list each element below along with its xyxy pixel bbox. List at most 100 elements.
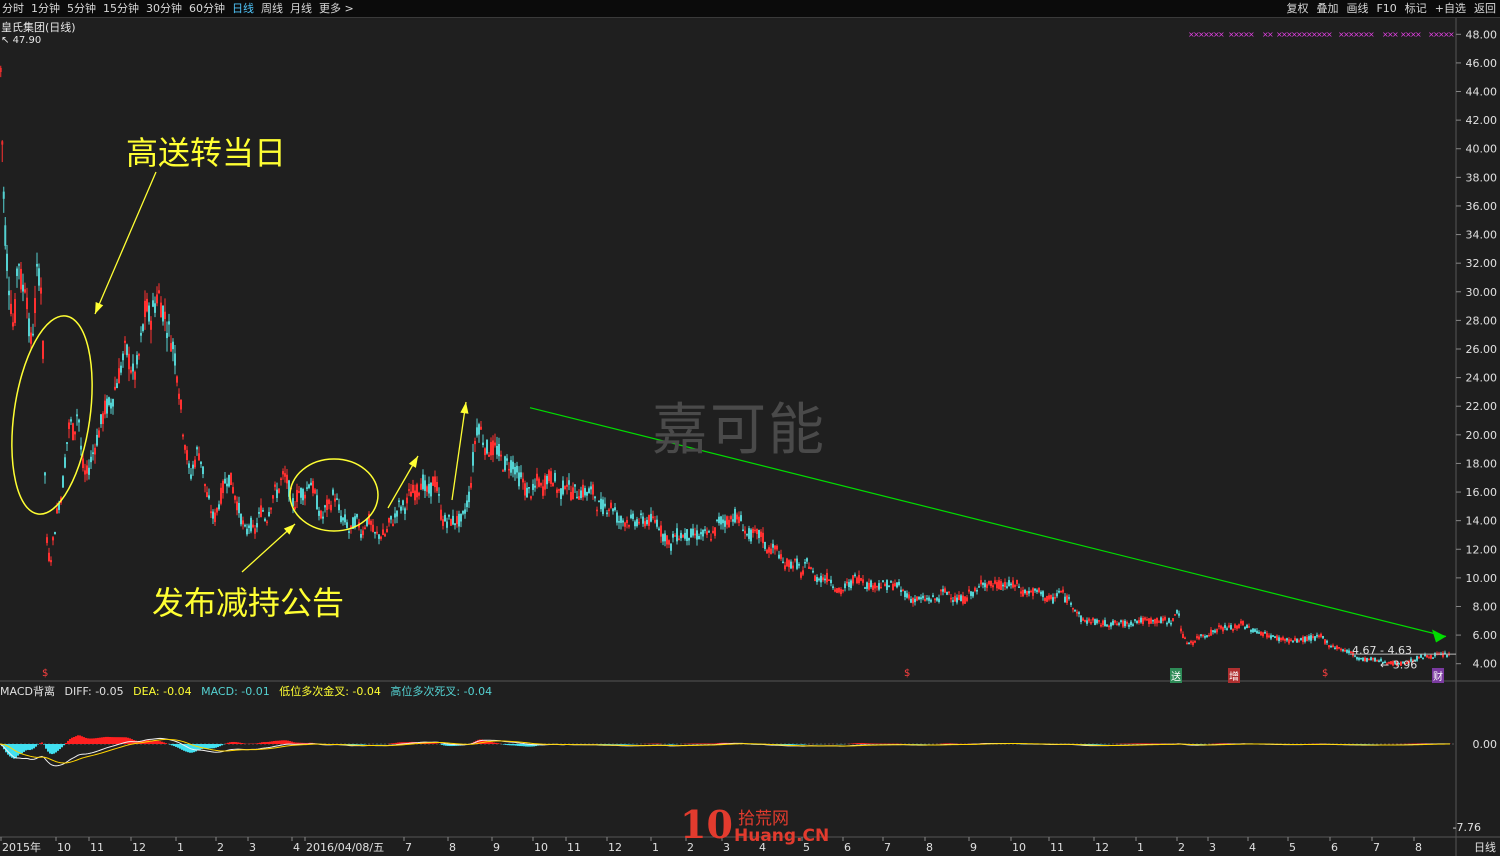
tab-15min[interactable]: 15分钟 (103, 2, 139, 15)
candle-down (1106, 624, 1109, 627)
candle-down (663, 533, 666, 542)
tab-daily[interactable]: 日线 (232, 2, 254, 15)
fuquan-button[interactable]: 复权 (1286, 2, 1309, 15)
candle-up (1368, 658, 1371, 661)
candle-down (120, 365, 123, 373)
candle-down (505, 458, 508, 461)
candle-down (715, 519, 718, 522)
candle-down (1270, 635, 1273, 639)
candle-down (683, 532, 686, 539)
candle-up (1280, 637, 1283, 641)
add-watchlist-button[interactable]: +自选 (1434, 2, 1466, 15)
tab-more[interactable]: 更多 > (319, 2, 354, 15)
candle-down (196, 447, 199, 450)
candle-down (1416, 656, 1419, 661)
x-tick-label: 3 (249, 841, 256, 854)
candle-up (821, 577, 824, 581)
candle-down (21, 284, 24, 292)
candle-down (1296, 638, 1299, 643)
candle-up (269, 507, 272, 510)
badge-cai[interactable]: 财 (1432, 668, 1444, 683)
candle-up (1218, 625, 1221, 627)
candle-down (1080, 615, 1083, 622)
candle-down (1310, 635, 1313, 641)
back-button[interactable]: 返回 (1474, 2, 1496, 15)
candle-up (1060, 590, 1063, 593)
candle-up (595, 509, 598, 512)
candle-up (537, 478, 540, 487)
tab-1min[interactable]: 1分钟 (31, 2, 60, 15)
y-tick-label: 46.00 (1466, 57, 1498, 70)
candle-down (829, 579, 832, 584)
candle-down (1254, 629, 1257, 632)
candle-down (509, 460, 512, 473)
candle-up (1126, 621, 1129, 624)
candle-down (92, 452, 95, 455)
candle-up (1048, 595, 1051, 600)
candle-down (140, 332, 143, 336)
candle-up (1021, 589, 1024, 597)
candle-up (565, 484, 568, 487)
candle-down (671, 533, 674, 538)
candle-down (789, 561, 792, 569)
candle-down (935, 597, 938, 601)
candle-down (423, 480, 426, 491)
candle-down (869, 580, 872, 588)
candle-up (254, 528, 257, 534)
tab-30min[interactable]: 30分钟 (146, 2, 182, 15)
candle-down (373, 531, 376, 534)
candles (0, 65, 1451, 667)
candle-up (1, 141, 4, 145)
candle-up (1216, 629, 1219, 633)
candle-up (1186, 642, 1189, 645)
candle-up (1196, 636, 1199, 639)
candle-down (739, 515, 742, 522)
candle-down (1370, 657, 1373, 661)
candle-down (1358, 657, 1361, 660)
badge-song[interactable]: 送 (1170, 668, 1182, 683)
candle-up (891, 583, 894, 591)
badge-zeng[interactable]: 增 (1228, 668, 1240, 683)
tab-5min[interactable]: 5分钟 (67, 2, 96, 15)
draw-line-button[interactable]: 画线 (1346, 2, 1369, 15)
signal-marker: × (1415, 30, 1422, 39)
candle-up (146, 298, 149, 312)
signal-marker: × (1433, 30, 1440, 39)
tab-weekly[interactable]: 周线 (261, 2, 283, 15)
logo-ten: 10 (680, 802, 733, 847)
tab-fenshi[interactable]: 分时 (2, 2, 24, 15)
candle-down (1246, 625, 1249, 629)
candle-down (593, 496, 596, 499)
candle-up (1318, 635, 1321, 638)
candle-up (705, 531, 708, 535)
candle-up (1150, 618, 1153, 624)
y-tick-label: 40.00 (1466, 143, 1498, 156)
signal-marker: × (1358, 30, 1365, 39)
mark-button[interactable]: 标记 (1404, 2, 1427, 15)
candle-up (1248, 626, 1251, 628)
f10-button[interactable]: F10 (1376, 2, 1397, 15)
tab-monthly[interactable]: 月线 (290, 2, 312, 15)
candle-up (571, 487, 574, 500)
macd-value: MACD: -0.01 (201, 685, 270, 698)
candle-up (259, 505, 262, 517)
site-logo: 10 拾荒网 Huang.CN (680, 802, 829, 850)
candle-down (6, 253, 9, 271)
candle-up (1011, 580, 1014, 588)
tab-60min[interactable]: 60分钟 (189, 2, 225, 15)
candle-up (1222, 627, 1225, 632)
candle-up (1240, 621, 1243, 624)
candle-down (1042, 591, 1045, 597)
candle-down (895, 582, 898, 588)
candle-up (417, 492, 420, 496)
candle-down (248, 525, 251, 528)
candle-down (335, 498, 338, 500)
candle-down (527, 487, 530, 489)
candle-down (427, 483, 430, 494)
candle-down (15, 268, 18, 276)
candle-up (535, 473, 538, 481)
overlay-button[interactable]: 叠加 (1316, 2, 1339, 15)
candle-down (1314, 636, 1317, 641)
candle-up (150, 320, 153, 330)
